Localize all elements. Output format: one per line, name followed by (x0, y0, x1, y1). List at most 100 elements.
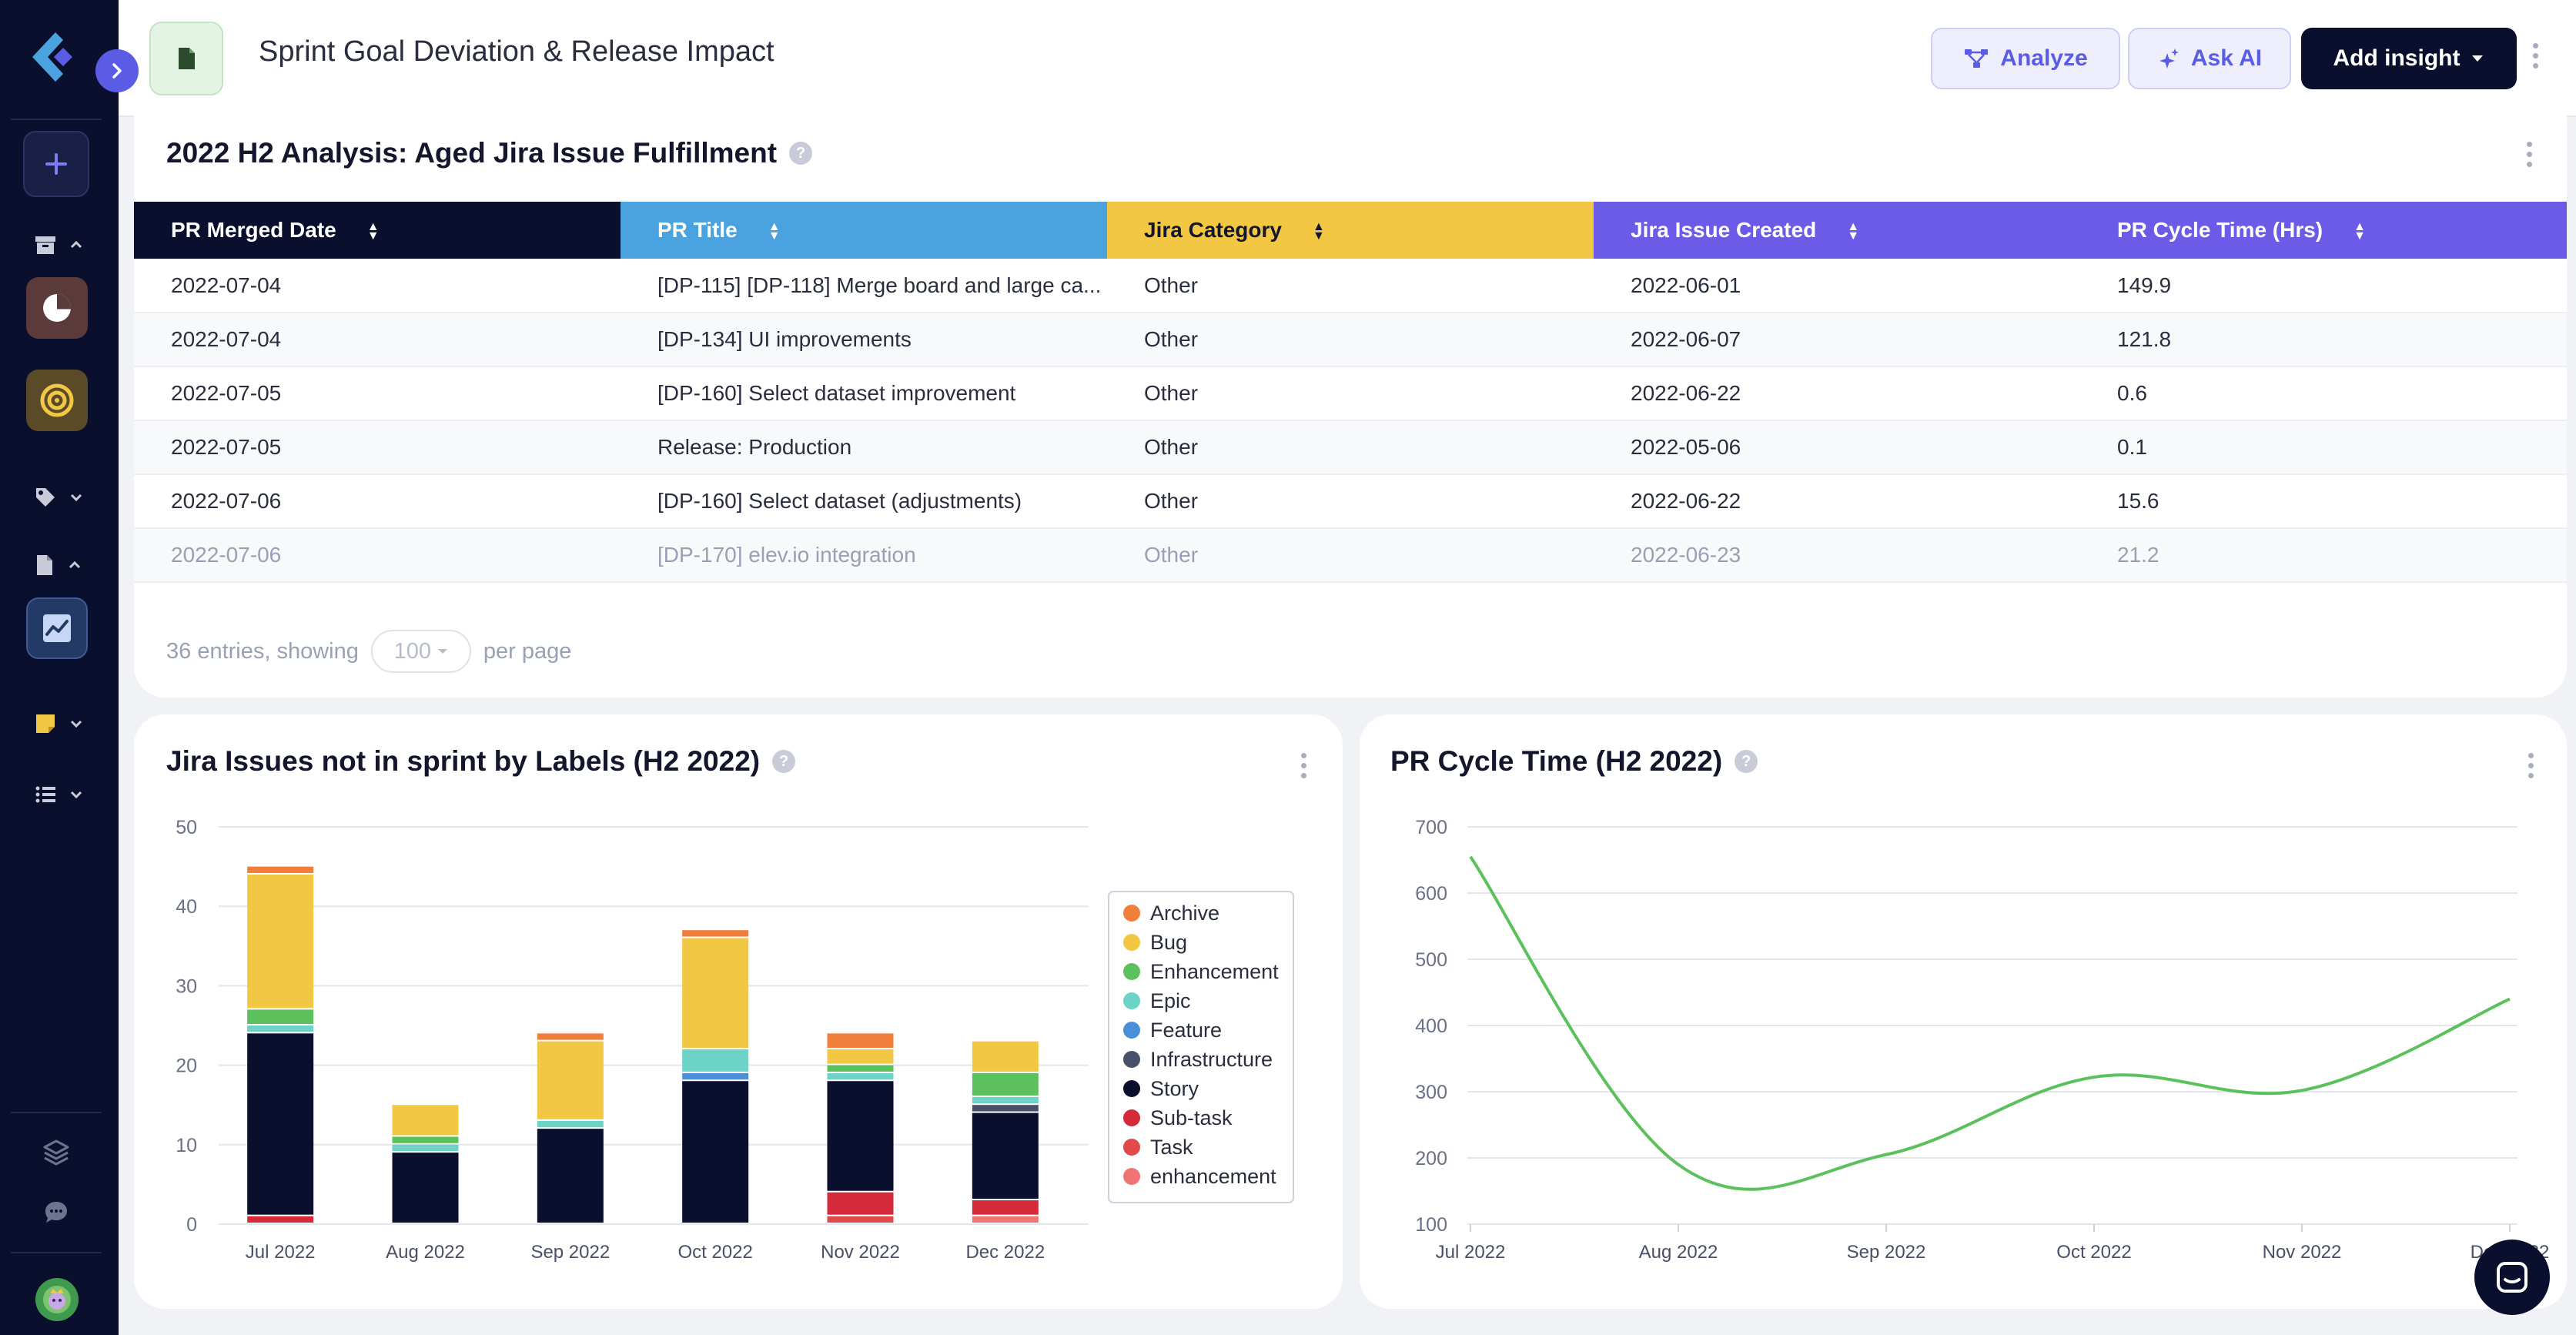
chart1-more-menu[interactable] (1301, 753, 1306, 778)
legend-label: Bug (1150, 931, 1187, 954)
cell-pr-cycle-time: 149.9 (2080, 259, 2567, 313)
line-chart-icon (43, 614, 71, 642)
sort-icon[interactable]: ▲ ▼ (2354, 219, 2366, 243)
expand-sidebar-button[interactable] (95, 49, 139, 92)
sidebar-group-tags[interactable] (34, 482, 83, 513)
jira-issues-by-labels-card: Jira Issues not in sprint by Labels (H2 … (134, 714, 1343, 1309)
chevron-down-icon (70, 494, 82, 502)
cell-jira-category: Other (1107, 474, 1594, 529)
table-row[interactable]: 2022-07-04 [DP-115] [DP-118] Merge board… (134, 259, 2567, 313)
layers-icon (43, 1139, 69, 1166)
ask-ai-button[interactable]: Ask AI (2128, 28, 2291, 89)
legend-label: Archive (1150, 902, 1219, 925)
avatar[interactable] (35, 1278, 79, 1321)
sidebar-divider (11, 119, 102, 120)
stacked-bar-chart: 0 10 20 30 40 50 Jul 2022 Aug 2022 Sep 2022 Oct 2… (176, 817, 1294, 1263)
help-icon[interactable]: ? (789, 142, 813, 165)
x-tick-label: Jul 2022 (246, 1242, 316, 1263)
plus-icon (45, 153, 67, 175)
cell-pr-merged-date: 2022-07-06 (134, 528, 621, 583)
bar-segment (827, 1216, 894, 1223)
table-row[interactable]: 2022-07-05 Release: Production Other 202… (134, 420, 2567, 475)
page-title: Sprint Goal Deviation & Release Impact (259, 35, 774, 68)
x-tick-label: Nov 2022 (2263, 1242, 2342, 1263)
table-header-row: PR Merged Date ▲ ▼ PR Title ▲ ▼ Jira Categor… (134, 202, 2567, 259)
tag-icon (36, 488, 55, 507)
add-button[interactable] (23, 131, 89, 197)
add-insight-button[interactable]: Add insight (2301, 28, 2517, 89)
cell-pr-cycle-time: 15.6 (2080, 474, 2567, 529)
report-icon-button[interactable] (149, 22, 223, 95)
column-header-pr-cycle-time[interactable]: PR Cycle Time (Hrs) ▲ ▼ (2080, 202, 2567, 259)
bar-segment (827, 1033, 894, 1048)
archive-box-icon (35, 236, 55, 254)
x-tick-label: Oct 2022 (2056, 1242, 2131, 1263)
column-header-pr-title[interactable]: PR Title ▲ ▼ (621, 202, 1107, 259)
cell-jira-category: Other (1107, 420, 1594, 475)
bar-segment (537, 1033, 604, 1040)
help-icon[interactable]: ? (1735, 750, 1758, 773)
table-row[interactable]: 2022-07-05 [DP-160] Select dataset impro… (134, 366, 2567, 421)
x-tick-label: Dec 2022 (965, 1242, 1045, 1263)
analyze-graph-icon (1965, 49, 1989, 68)
sidebar-group-notes[interactable] (34, 708, 83, 739)
table-card-more-menu[interactable] (2527, 142, 2532, 167)
legend-swatch (1123, 1168, 1140, 1185)
layers-button[interactable] (38, 1135, 74, 1170)
bar-segment (392, 1144, 459, 1152)
chart2-more-menu[interactable] (2528, 753, 2534, 778)
pie-chart-icon (43, 294, 71, 322)
cell-pr-cycle-time: 0.1 (2080, 420, 2567, 475)
legend-swatch (1123, 1109, 1140, 1126)
sidebar-item-trend-report[interactable] (26, 597, 88, 659)
support-chat-button[interactable] (2474, 1240, 2550, 1315)
sticky-note-icon (36, 714, 55, 733)
table-row[interactable]: 2022-07-06 [DP-160] Select dataset (adju… (134, 474, 2567, 529)
table-title-text: 2022 H2 Analysis: Aged Jira Issue Fulfil… (166, 137, 778, 169)
legend-swatch (1123, 1022, 1140, 1039)
sidebar-group-lists[interactable] (34, 779, 83, 810)
x-tick-label: Aug 2022 (386, 1242, 465, 1263)
legend-box (1108, 891, 1294, 1203)
help-icon[interactable]: ? (772, 750, 796, 773)
legend-label: Sub-task (1150, 1106, 1233, 1129)
column-header-pr-merged-date[interactable]: PR Merged Date ▲ ▼ (134, 202, 621, 259)
sidebar-item-pie-dashboard[interactable] (26, 277, 88, 339)
sidebar-group-documents[interactable] (34, 550, 82, 581)
sidebar-group-archive[interactable] (34, 229, 83, 260)
table-row[interactable]: 2022-07-06 [DP-170] elev.io integration … (134, 528, 2567, 583)
cell-pr-title: [DP-115] [DP-118] Merge board and large … (621, 259, 1107, 313)
sort-icon[interactable]: ▲ ▼ (1847, 219, 1860, 243)
header-more-menu[interactable] (2533, 43, 2538, 69)
cell-pr-cycle-time: 0.6 (2080, 366, 2567, 421)
column-header-jira-category[interactable]: Jira Category ▲ ▼ (1107, 202, 1594, 259)
bar-segment (247, 1033, 314, 1215)
line-chart: 100 200 300 400 500 600 700 Jul 2022 Aug 2022 Sep… (1415, 817, 2549, 1263)
y-tick-label: 100 (1415, 1214, 1447, 1236)
y-tick-label: 600 (1415, 883, 1447, 905)
ask-ai-label: Ask AI (2190, 45, 2263, 71)
bar-segment (972, 1216, 1039, 1223)
analyze-button[interactable]: Analyze (1931, 28, 2120, 89)
bar-segment (827, 1192, 894, 1215)
table-row[interactable]: 2022-07-04 [DP-134] UI improvements Othe… (134, 313, 2567, 367)
legend-swatch (1123, 1139, 1140, 1156)
per-page-select[interactable]: 100 (370, 630, 471, 673)
comments-button[interactable] (38, 1195, 74, 1230)
sidebar-item-target-dashboard[interactable] (26, 370, 88, 431)
cell-jira-issue-created: 2022-06-23 (1594, 528, 2080, 583)
sort-icon[interactable]: ▲ ▼ (768, 219, 781, 243)
column-label: PR Merged Date (171, 218, 336, 242)
app-logo[interactable] (28, 31, 82, 85)
bar-segment (682, 938, 749, 1048)
sort-icon[interactable]: ▲ ▼ (366, 219, 380, 243)
column-label: PR Title (657, 218, 738, 242)
chart2-card-title: PR Cycle Time (H2 2022) ? (1390, 745, 1758, 778)
per-page-text: per page (483, 638, 572, 664)
y-tick-label: 300 (1415, 1082, 1447, 1103)
bar-segment (972, 1112, 1039, 1199)
sort-icon[interactable]: ▲ ▼ (1312, 219, 1325, 243)
sidebar (0, 0, 139, 1335)
column-header-jira-issue-created[interactable]: Jira Issue Created ▲ ▼ (1594, 202, 2080, 259)
bar-segment (682, 930, 749, 937)
